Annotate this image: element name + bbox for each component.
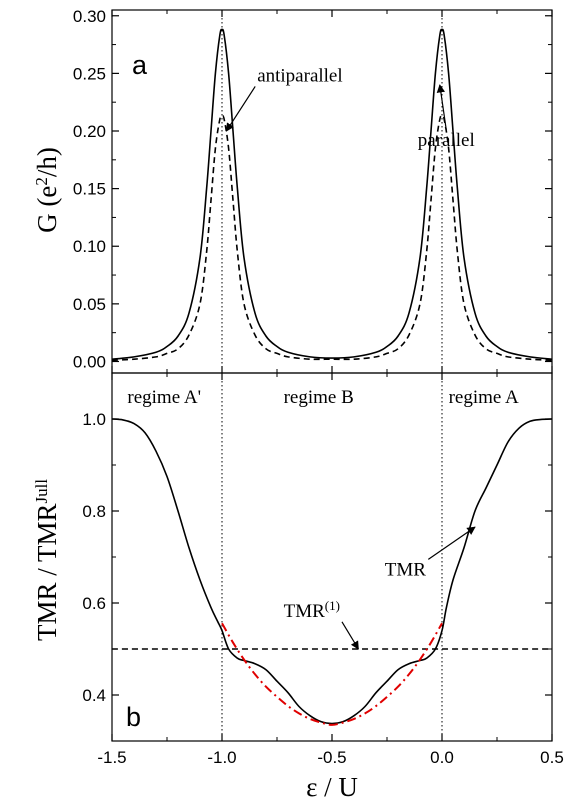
panel-b-letter: b: [126, 702, 141, 732]
panel-b-ylabel: TMR / TMRJull: [32, 479, 63, 641]
panel-a-annotation-1-text: parallel: [418, 130, 475, 151]
panel-b-xtick-label-3: 0.0: [430, 748, 454, 767]
panel-b-annotation-0: TMR: [385, 559, 427, 580]
panel-b: 0.4 0.6 0.8 1.0 -1.5 -1.0 -0.5 0.0 0.5 regime A' r…: [32, 372, 564, 802]
panel-b-annotation-0-text: TMR: [385, 559, 427, 580]
panel-a-annotation-1: parallel: [418, 130, 475, 151]
panel-a-series-1: [111, 114, 553, 362]
panel-b-xlabel: ε / U: [306, 772, 358, 802]
panel-a-ylabel: G (e2/h): [32, 147, 63, 233]
panel-b-ytick-label-2: 0.8: [82, 502, 106, 521]
panel-a-annotation-1-arrow: [436, 84, 447, 131]
panel-b-ytick-label-0: 0.4: [82, 686, 106, 705]
panel-a-ytick-label-0: 0.00: [73, 352, 106, 371]
panel-b-xtick-label-1: -1.0: [207, 748, 236, 767]
panel-b-annotation-1-text: TMR: [284, 601, 326, 622]
panel-b-ytick-label-3: 1.0: [82, 410, 106, 429]
panel-b-xtick-label-2: -0.5: [317, 748, 346, 767]
panel-b-series-0: [111, 418, 553, 725]
panel-a-ytick-label-2: 0.10: [73, 237, 106, 256]
panel-b-annotation-1-sup: (1): [325, 597, 340, 612]
panel-a-ylabel-main: G (e: [32, 186, 62, 233]
panel-b-regime-label-2: regime A: [449, 387, 519, 408]
panel-b-xtick-label-0: -1.5: [97, 748, 126, 767]
panel-a-ytick-label-3: 0.15: [73, 180, 106, 199]
panel-a-annotation-0-arrow: [225, 86, 256, 132]
panel-b-ylabel-sup: Jull: [32, 479, 51, 504]
panel-a: 0.00 0.05 0.10 0.15 0.20 0.25 0.30 antiparallel…: [32, 7, 553, 374]
panel-a-ytick-label-1: 0.05: [73, 295, 106, 314]
panel-b-series-2: [221, 622, 443, 726]
panel-b-regime-label-0: regime A': [127, 387, 201, 408]
panel-b-xtick-label-4: 0.5: [540, 748, 564, 767]
panel-b-ytick-label-1: 0.6: [82, 594, 106, 613]
panel-a-ylabel-tail: /h): [32, 147, 62, 177]
panel-a-content: 0.00 0.05 0.10 0.15 0.20 0.25 0.30 antiparallel…: [73, 7, 553, 373]
panel-a-ylabel-sup: 2: [32, 177, 51, 186]
panel-a-series-0: [111, 28, 553, 360]
panel-a-frame: [111, 9, 553, 374]
panel-b-annotation-0-arrow: [427, 526, 476, 560]
panel-a-annotation-0-text: antiparallel: [257, 65, 342, 86]
panel-b-ylabel-main: TMR / TMR: [32, 504, 62, 642]
panel-a-ytick-label-5: 0.25: [73, 64, 106, 83]
panel-b-frame: [111, 372, 553, 742]
panel-a-letter: a: [132, 50, 148, 80]
panel-b-annotation-1-arrow: [341, 621, 359, 650]
panel-a-ytick-label-4: 0.20: [73, 122, 106, 141]
panel-b-content: 0.4 0.6 0.8 1.0 -1.5 -1.0 -0.5 0.0 0.5 regime A' r…: [82, 373, 564, 767]
panel-a-ytick-label-6: 0.30: [73, 7, 106, 26]
panel-b-regime-label-1: regime B: [284, 387, 354, 408]
panel-a-annotation-0: antiparallel: [257, 65, 342, 86]
panel-b-annotation-1: TMR(1): [284, 597, 340, 622]
